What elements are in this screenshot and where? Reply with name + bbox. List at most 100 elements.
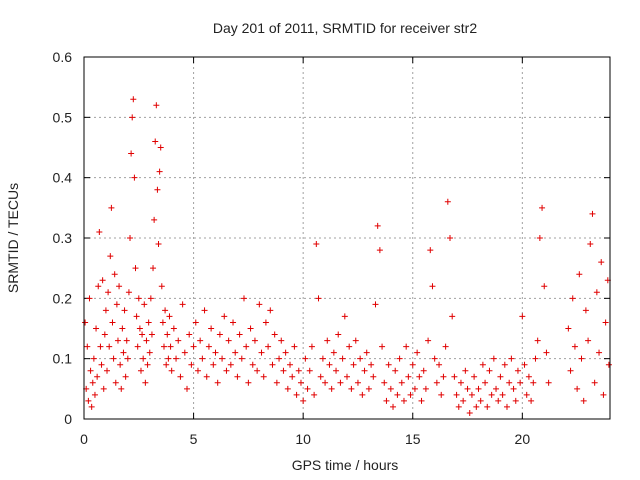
- data-point: [287, 361, 294, 368]
- data-point: [582, 307, 589, 314]
- data-point: [330, 349, 337, 356]
- data-point: [223, 367, 230, 374]
- data-point: [100, 385, 107, 392]
- data-point: [102, 307, 109, 314]
- data-point: [150, 265, 157, 272]
- data-point: [455, 403, 462, 410]
- data-point: [135, 295, 142, 302]
- data-point: [447, 235, 454, 241]
- data-point: [114, 337, 121, 344]
- data-point: [265, 343, 272, 350]
- data-point: [473, 403, 480, 410]
- data-point: [427, 247, 434, 254]
- data-point: [585, 337, 592, 344]
- data-point: [157, 144, 164, 151]
- data-point: [243, 343, 250, 350]
- data-point: [108, 204, 115, 211]
- data-point: [304, 385, 311, 392]
- data-point: [143, 337, 150, 344]
- data-point: [216, 331, 223, 338]
- data-point: [479, 361, 486, 368]
- data-point: [530, 379, 537, 386]
- data-point: [133, 313, 140, 320]
- data-point: [267, 307, 274, 314]
- data-point: [140, 355, 147, 362]
- data-point: [131, 174, 138, 181]
- data-point: [258, 349, 265, 356]
- data-point: [201, 307, 208, 314]
- data-point: [254, 367, 261, 374]
- data-point: [192, 319, 199, 326]
- data-point: [341, 313, 348, 320]
- data-point: [407, 391, 414, 398]
- y-tick-label: 0.6: [53, 49, 73, 65]
- data-point: [173, 355, 180, 362]
- y-axis-label: SRMTID / TECUs: [5, 183, 21, 293]
- data-point: [251, 337, 258, 344]
- data-point: [284, 385, 291, 392]
- data-point: [101, 331, 108, 338]
- data-point: [350, 361, 357, 368]
- data-point: [127, 235, 134, 241]
- data-point: [337, 379, 344, 386]
- data-point: [438, 391, 445, 398]
- data-point: [376, 247, 383, 254]
- x-tick-label: 15: [405, 431, 421, 447]
- data-point: [94, 373, 101, 380]
- data-point: [429, 283, 436, 290]
- data-point: [219, 355, 226, 362]
- data-point: [146, 349, 153, 356]
- data-point: [319, 355, 326, 362]
- data-point: [168, 367, 175, 374]
- data-point: [460, 397, 467, 404]
- data-point: [431, 355, 438, 362]
- data-point: [508, 355, 515, 362]
- data-point: [181, 349, 188, 356]
- data-point: [86, 295, 93, 302]
- data-point: [514, 367, 521, 374]
- data-point: [328, 385, 335, 392]
- data-point: [357, 355, 364, 362]
- data-point: [306, 367, 313, 374]
- data-point: [567, 367, 574, 374]
- data-point: [354, 379, 361, 386]
- data-point: [89, 379, 96, 386]
- data-point: [107, 253, 114, 260]
- data-point: [348, 385, 355, 392]
- data-point: [271, 331, 278, 338]
- data-point: [262, 319, 269, 326]
- x-tick-label: 5: [190, 431, 198, 447]
- data-point: [120, 349, 127, 356]
- data-point: [91, 391, 98, 398]
- data-point: [238, 355, 245, 362]
- data-point: [571, 343, 578, 350]
- data-point: [152, 138, 159, 145]
- data-point: [425, 337, 432, 344]
- data-point: [444, 198, 451, 205]
- data-point: [300, 397, 307, 404]
- data-point: [166, 313, 173, 320]
- data-point: [125, 289, 132, 296]
- data-point: [471, 373, 478, 380]
- data-point: [153, 102, 160, 109]
- data-point: [139, 331, 146, 338]
- data-point: [420, 367, 427, 374]
- data-point: [381, 379, 388, 386]
- data-point: [539, 204, 546, 211]
- data-point: [137, 367, 144, 374]
- data-point: [414, 349, 421, 356]
- data-point: [278, 337, 285, 344]
- data-point: [136, 325, 143, 332]
- data-point: [503, 403, 510, 410]
- data-point: [90, 355, 97, 362]
- data-point: [339, 355, 346, 362]
- data-point: [105, 289, 112, 296]
- data-point: [512, 397, 519, 404]
- data-point: [205, 343, 212, 350]
- data-point: [282, 349, 289, 356]
- data-point: [214, 379, 221, 386]
- data-point: [273, 379, 280, 386]
- data-point: [95, 283, 102, 290]
- data-point: [495, 397, 502, 404]
- data-point: [162, 307, 169, 314]
